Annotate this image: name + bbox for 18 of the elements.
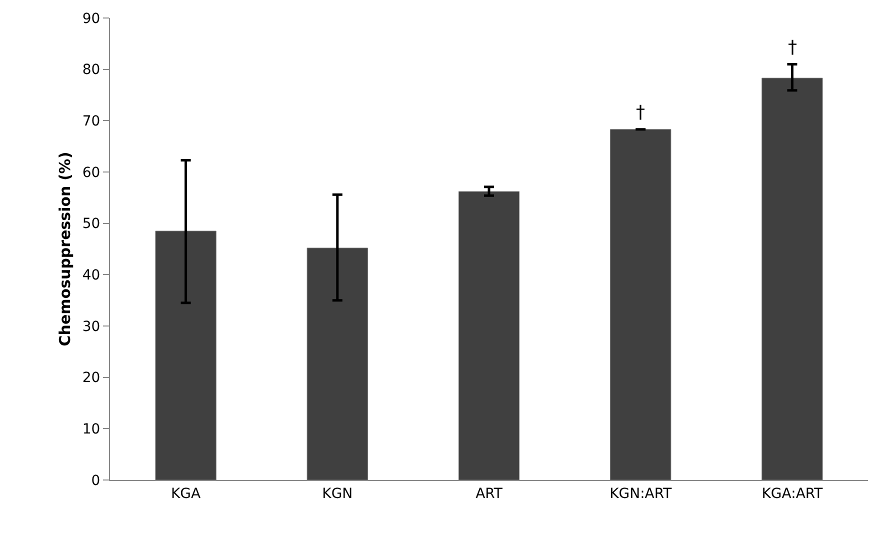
y-tick-label: 60 [82,164,100,181]
y-tick-label: 10 [82,422,100,438]
x-tick-label: KGA [170,486,202,502]
annotation: † [788,37,797,58]
x-tick-label: KGA:ART [762,486,824,502]
annotation: † [636,102,645,123]
y-tick-label: 20 [82,370,100,386]
y-tick-label: 90 [82,10,100,27]
y-tick-label: 40 [82,268,100,284]
y-axis-title: Chemosuppression (%) [56,152,74,346]
y-tick-label: 80 [82,62,100,78]
x-tick-label: KGN [322,486,353,502]
y-tick-label: 50 [82,216,100,232]
x-tick-label: KGN:ART [610,486,672,502]
x-tick-label: ART [476,486,503,502]
y-tick-label: 0 [91,472,100,489]
y-tick-label: 30 [82,318,100,335]
y-tick-label: 70 [82,114,100,130]
